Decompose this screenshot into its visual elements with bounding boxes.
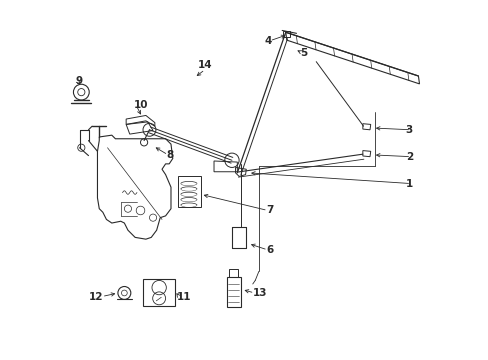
Bar bbox=[226, 277, 241, 307]
Text: 14: 14 bbox=[197, 60, 212, 70]
Bar bbox=[143, 279, 175, 306]
Text: 6: 6 bbox=[265, 245, 273, 255]
Text: 11: 11 bbox=[177, 292, 191, 302]
Text: 9: 9 bbox=[76, 76, 83, 86]
Text: 4: 4 bbox=[264, 36, 271, 46]
Text: 3: 3 bbox=[405, 125, 412, 135]
Text: 8: 8 bbox=[166, 150, 173, 160]
Text: 2: 2 bbox=[405, 152, 412, 162]
Text: 10: 10 bbox=[134, 100, 148, 110]
Text: 5: 5 bbox=[300, 48, 306, 58]
Bar bbox=[178, 176, 201, 207]
Text: 7: 7 bbox=[265, 206, 273, 216]
Bar bbox=[229, 269, 238, 277]
Text: 12: 12 bbox=[89, 292, 103, 302]
Text: 1: 1 bbox=[405, 179, 412, 189]
Bar bbox=[283, 31, 289, 37]
Text: 13: 13 bbox=[252, 288, 267, 298]
